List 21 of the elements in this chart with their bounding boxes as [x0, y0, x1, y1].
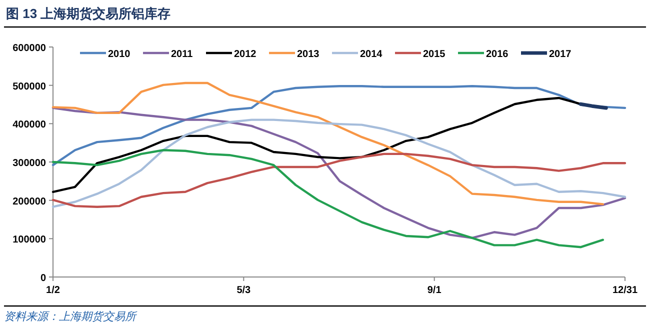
y-tick-label: 500000 — [12, 81, 46, 92]
y-tick-label: 200000 — [12, 196, 46, 208]
y-tick-label: 400000 — [12, 120, 46, 131]
x-tick-label: 9/1 — [427, 285, 442, 296]
legend-label: 2017 — [549, 49, 572, 60]
legend-label: 2016 — [486, 49, 509, 60]
y-tick-label: 0 — [40, 273, 46, 284]
text: 资料来源：上海期货交易所 — [4, 310, 138, 323]
chart-title: 图 13 上海期货交易所铝库存 — [6, 6, 171, 21]
legend-label: 2013 — [297, 49, 320, 60]
legend-label: 2014 — [360, 49, 383, 60]
legend-label: 2011 — [171, 49, 194, 60]
x-tick-label: 5/3 — [236, 285, 252, 296]
x-tick-label: 12/31 — [612, 285, 638, 296]
x-tick-label: 1/2 — [46, 285, 60, 296]
y-tick-label: 100000 — [12, 234, 46, 246]
y-tick-label: 300000 — [12, 158, 46, 169]
legend-label: 2015 — [423, 49, 446, 60]
legend-label: 2012 — [234, 49, 257, 60]
y-tick-label: 600000 — [12, 43, 46, 54]
legend-label: 2010 — [108, 49, 131, 60]
